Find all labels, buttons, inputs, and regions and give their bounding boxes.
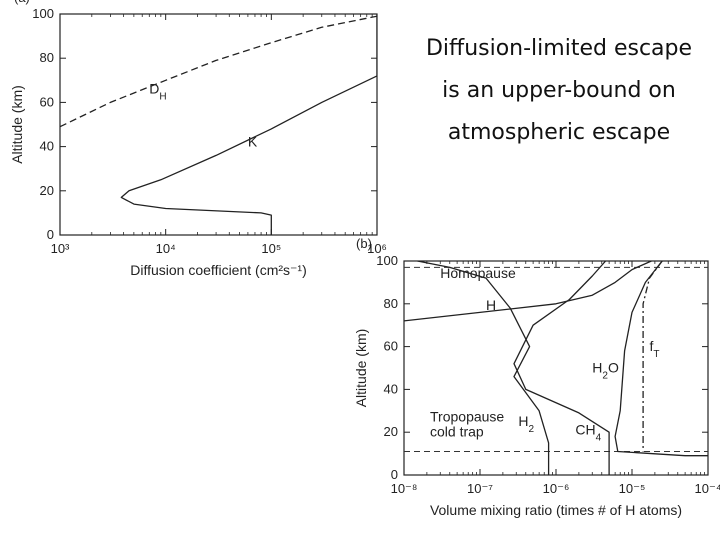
y-tick-label: 40 xyxy=(40,139,54,154)
plot-area xyxy=(404,261,708,475)
plot-frame xyxy=(59,13,378,236)
x-tick-label: 10⁶ xyxy=(367,241,387,256)
plot-frame xyxy=(403,260,709,476)
caption-line-2: is an upper-bound on xyxy=(442,78,676,103)
y-tick-label: 100 xyxy=(32,6,54,21)
annotation-label-7: CH4 xyxy=(575,421,601,443)
y-tick-label: 80 xyxy=(40,50,54,65)
series-line-k xyxy=(120,14,377,235)
y-axis-label: Altitude (km) xyxy=(9,85,25,164)
annotation-label-2: fT xyxy=(650,338,660,360)
annotation-label-1: K xyxy=(248,134,258,150)
x-tick-label: 10⁻⁶ xyxy=(543,481,570,496)
y-tick-label: 0 xyxy=(391,467,398,482)
annotation-label-3: H2O xyxy=(592,359,619,381)
annotation-label-0: Homopause xyxy=(440,265,516,281)
y-tick-label: 20 xyxy=(40,183,54,198)
x-axis-label: Volume mixing ratio (times # of H atoms) xyxy=(430,502,682,518)
x-tick-label: 10⁻⁴ xyxy=(695,481,720,496)
y-tick-label: 20 xyxy=(384,424,398,439)
annotation-label-0: DH xyxy=(149,81,166,103)
series-line-ft xyxy=(642,261,663,452)
y-tick-label: 40 xyxy=(384,381,398,396)
y-tick-label: 80 xyxy=(384,296,398,311)
panel-label-a: (a) xyxy=(14,0,30,5)
y-tick-label: 60 xyxy=(40,94,54,109)
series-line-dh xyxy=(60,15,377,128)
y-tick-label: 60 xyxy=(384,339,398,354)
x-tick-label: 10⁻⁷ xyxy=(467,481,493,496)
annotation-label-6: H2 xyxy=(518,413,534,435)
panel-label-b: (b) xyxy=(356,236,372,251)
x-axis-label: Diffusion coefficient (cm²s⁻¹) xyxy=(130,262,306,278)
chart-panel-b: 10⁻⁸ 10⁻⁷ 10⁻⁶ 10⁻⁵ 10⁻⁴ 0 20 40 60 80 100 Volume m… xyxy=(353,253,720,518)
x-tick-label: 10⁴ xyxy=(156,241,176,256)
annotation-label-5: cold trap xyxy=(430,423,484,439)
caption-line-1: Diffusion-limited escape xyxy=(425,36,693,61)
slide-caption: Diffusion-limited escape is an upper-bou… xyxy=(400,28,718,154)
y-axis-label: Altitude (km) xyxy=(353,329,369,408)
annotation-label-1: H xyxy=(486,297,496,313)
y-tick-label: 0 xyxy=(47,227,54,242)
series-line-ho xyxy=(614,261,708,457)
series-line-h xyxy=(404,261,652,322)
x-tick-label: 10⁻⁸ xyxy=(391,481,418,496)
y-tick-label: 100 xyxy=(376,253,398,268)
x-tick-label: 10⁻⁵ xyxy=(619,481,646,496)
series-line-ch xyxy=(513,261,610,475)
annotation-label-4: Tropopause xyxy=(430,409,504,425)
chart-panel-a: 10³ 10⁴ 10⁵ 10⁶ 0 20 40 60 80 100 Diffusion coeffi… xyxy=(9,0,387,278)
x-tick-label: 10⁵ xyxy=(261,241,281,256)
caption-line-3: atmospheric escape xyxy=(447,120,671,145)
plot-area xyxy=(60,14,377,235)
series-line-h xyxy=(417,261,550,475)
x-tick-label: 10³ xyxy=(51,241,70,256)
